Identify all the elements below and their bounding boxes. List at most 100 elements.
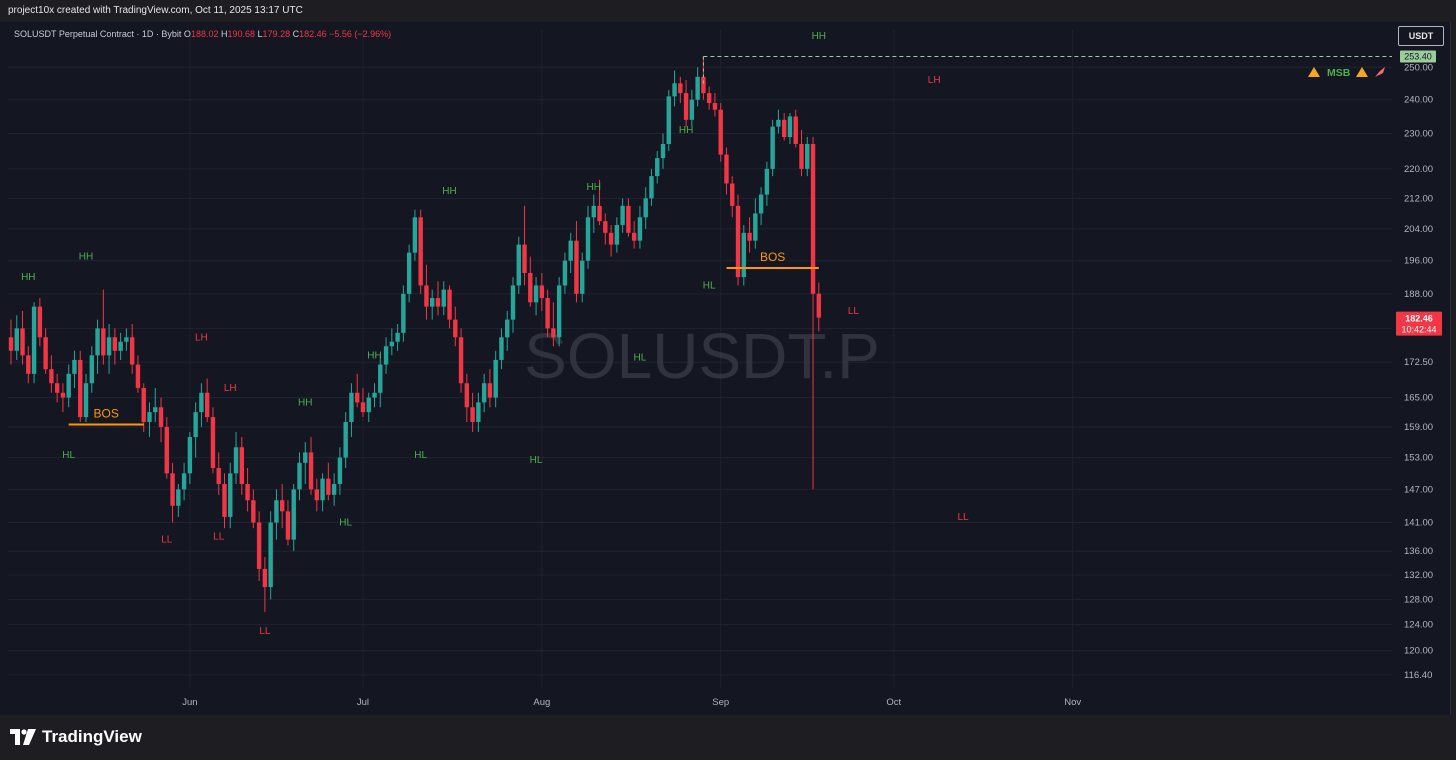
candle-body: [505, 319, 510, 338]
candle-body: [539, 285, 545, 299]
y-tick-label: 240.00: [1404, 95, 1433, 106]
y-tick-label: 132.00: [1404, 570, 1433, 581]
current-price-value: 182.46: [1405, 314, 1433, 324]
tradingview-brand[interactable]: TradingView: [10, 727, 142, 747]
candle-body: [424, 285, 429, 307]
low-label: L: [257, 29, 263, 39]
axes-layer: 116.40 120.00 124.00 128.00 132.00 136.00 141.…: [182, 50, 1442, 708]
candle-body: [666, 96, 671, 144]
candle-body: [712, 103, 718, 110]
y-tick-label: 188.00: [1404, 289, 1433, 300]
high-marker-value: 253.40: [1404, 52, 1432, 62]
candle-body: [83, 383, 89, 418]
grid-layer: [8, 30, 1392, 688]
y-tick-label: 124.00: [1404, 620, 1433, 631]
candle-body: [562, 260, 568, 286]
candle-body: [204, 392, 210, 418]
candle-body: [279, 500, 285, 512]
candle-body: [95, 328, 100, 356]
candle-body: [533, 285, 539, 303]
open-label: O: [183, 29, 191, 39]
candle-body: [701, 76, 706, 94]
candle-body: [810, 143, 816, 294]
low-value: 179.28: [262, 29, 291, 39]
currency-unit-button[interactable]: USDT: [1398, 26, 1444, 46]
candle-body: [476, 402, 481, 423]
candle-body: [764, 168, 770, 195]
candle-body: [522, 244, 527, 273]
y-tick-label: 220.00: [1404, 164, 1433, 175]
candle-body: [660, 143, 666, 159]
candle-body: [591, 205, 596, 218]
candle-body: [216, 468, 221, 484]
candle-body: [528, 272, 533, 303]
candle-body: [129, 337, 135, 365]
y-tick-label: 147.00: [1404, 484, 1433, 495]
candle-body: [141, 387, 146, 423]
candle-body: [395, 332, 400, 342]
candle-body: [493, 359, 498, 398]
candle-body: [776, 119, 781, 127]
msb-label: MSB: [1327, 67, 1351, 79]
candle-body: [770, 126, 775, 169]
candle-body: [695, 76, 700, 100]
y-tick-label: 230.00: [1404, 129, 1433, 140]
candle-body: [360, 402, 366, 413]
candle-body: [262, 568, 268, 588]
y-tick-label: 212.00: [1404, 193, 1433, 204]
top-caption-bar: project10x created with TradingView.com,…: [0, 0, 1456, 22]
warning-icon: [1308, 67, 1320, 78]
candle-body: [401, 293, 406, 333]
bar-countdown: 10:42:44: [1401, 325, 1436, 335]
close-value: 182.46: [299, 29, 327, 39]
candle-body: [643, 198, 648, 218]
candle-body: [383, 346, 389, 365]
candle-body: [222, 483, 227, 517]
candle-body: [585, 217, 591, 261]
candle-body: [816, 293, 821, 318]
swing-label: LL: [213, 532, 225, 543]
close-label: C: [292, 29, 300, 39]
candle-body: [747, 232, 752, 241]
candle-body: [458, 337, 464, 384]
candle-body: [20, 328, 25, 356]
candle-body: [181, 473, 187, 490]
candle-body: [724, 154, 729, 184]
swing-label: LL: [259, 626, 271, 637]
x-tick-label: Aug: [533, 697, 550, 708]
candle-body: [678, 83, 683, 94]
caption-text: project10x created with TradingView.com,…: [8, 5, 303, 16]
candle-body: [510, 285, 516, 320]
swing-label: LH: [928, 75, 941, 86]
x-tick-label: Sep: [712, 697, 729, 708]
candle-body: [170, 473, 175, 506]
candle-body: [730, 183, 735, 206]
bos-label: BOS: [94, 407, 119, 421]
candle-body: [239, 447, 244, 484]
change-value: −5.56 (−2.96%): [329, 29, 392, 39]
candle-body: [37, 306, 43, 338]
candle-body: [320, 478, 325, 501]
high-value: 190.68: [227, 29, 256, 39]
y-tick-label: 165.00: [1404, 393, 1433, 404]
y-tick-label: 116.40: [1404, 670, 1432, 681]
candle-body: [597, 205, 602, 222]
candle-body: [297, 462, 302, 490]
high-label: H: [220, 29, 228, 39]
candle-body: [545, 298, 550, 329]
candle-body: [268, 522, 273, 588]
candle-body: [112, 337, 118, 351]
y-tick-label: 204.00: [1404, 224, 1433, 235]
candle-body: [245, 483, 250, 501]
candle-body: [135, 364, 141, 388]
candle-body: [649, 176, 654, 199]
candle-body: [308, 452, 314, 490]
swing-label: HH: [812, 31, 826, 42]
warning-icon: [1356, 67, 1368, 78]
candle-body: [603, 221, 608, 233]
candle-body: [637, 217, 643, 241]
candle-body: [326, 478, 331, 495]
candle-body: [805, 143, 810, 169]
candle-body: [147, 412, 152, 423]
